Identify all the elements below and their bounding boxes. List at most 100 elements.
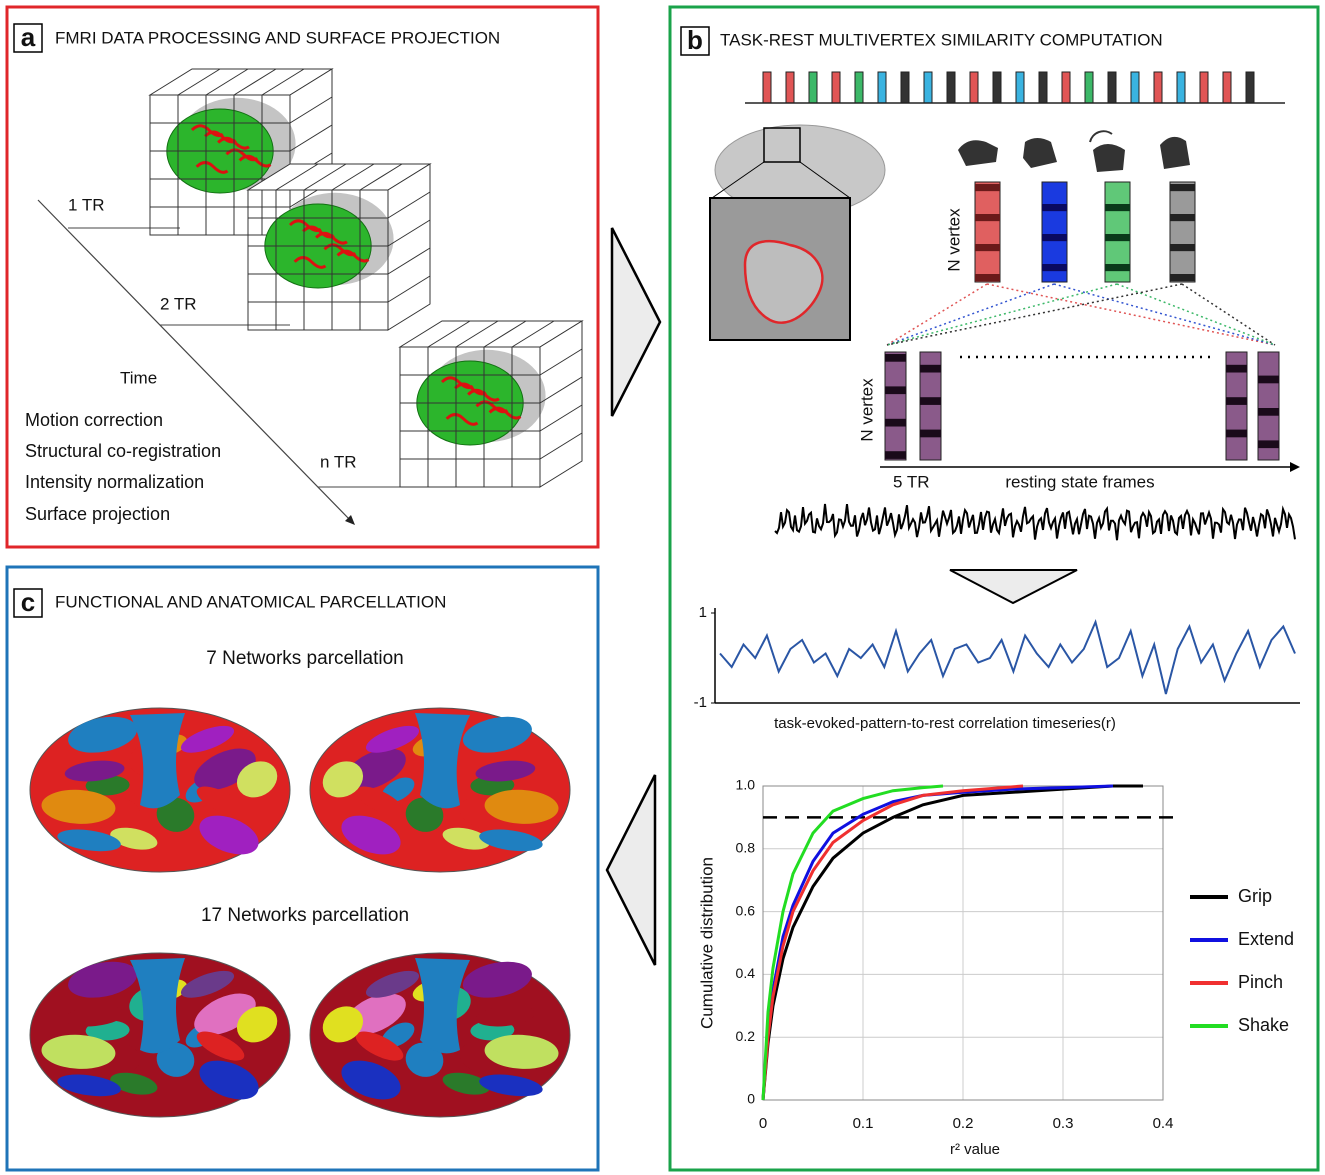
pattern-stripe bbox=[1042, 234, 1067, 241]
panel-title: FMRI DATA PROCESSING AND SURFACE PROJECT… bbox=[55, 28, 500, 47]
panel-title: FUNCTIONAL AND ANATOMICAL PARCELLATION bbox=[55, 592, 446, 611]
step: Motion correction bbox=[25, 410, 163, 430]
panel-title: TASK-REST MULTIVERTEX SIMILARITY COMPUTA… bbox=[720, 30, 1163, 49]
correlation-line bbox=[720, 622, 1295, 694]
pattern-stripe bbox=[975, 274, 1000, 281]
hand-icon bbox=[958, 140, 998, 166]
link bbox=[887, 284, 987, 345]
y-tick-label: 0.6 bbox=[736, 902, 756, 918]
task-pulse bbox=[878, 72, 886, 103]
arrow-right bbox=[612, 228, 660, 416]
y-tick-label: 1 bbox=[699, 604, 707, 621]
link bbox=[887, 284, 1117, 345]
time-label: Time bbox=[120, 368, 157, 387]
link bbox=[887, 284, 1182, 345]
frames-label: resting state frames bbox=[1005, 472, 1154, 491]
task-pulse bbox=[947, 72, 955, 103]
step: Intensity normalization bbox=[25, 472, 204, 492]
figure: a FMRI DATA PROCESSING AND SURFACE PROJE… bbox=[0, 0, 1325, 1175]
vertex-label: N vertex bbox=[944, 208, 963, 272]
x-tick-label: 0.1 bbox=[853, 1115, 874, 1132]
pattern-bar bbox=[885, 352, 906, 460]
pattern-stripe bbox=[885, 451, 906, 459]
charts: -11task-evoked-pattern-to-rest correlati… bbox=[694, 604, 1300, 1158]
y-tick-label: 0.4 bbox=[736, 965, 756, 981]
task-pulse bbox=[1085, 72, 1093, 103]
task-pulse bbox=[1039, 72, 1047, 103]
pattern-stripe bbox=[1170, 274, 1195, 281]
task-pulse bbox=[1016, 72, 1024, 103]
panel-letter: a bbox=[21, 22, 36, 52]
pattern-stripe bbox=[1226, 365, 1247, 373]
pattern-stripe bbox=[975, 214, 1000, 221]
task-pulse bbox=[1062, 72, 1070, 103]
task-pulse bbox=[1131, 72, 1139, 103]
pattern-stripe bbox=[885, 419, 906, 427]
hand-icons bbox=[958, 131, 1190, 172]
rotation-arrow bbox=[1090, 131, 1112, 142]
window-label: 5 TR bbox=[893, 472, 930, 491]
pattern-stripe bbox=[920, 365, 941, 373]
y-tick-label: 0.8 bbox=[736, 840, 756, 856]
y-tick-label: 1.0 bbox=[736, 777, 756, 793]
pattern-stripe bbox=[920, 430, 941, 438]
x-tick-label: 0.3 bbox=[1053, 1115, 1074, 1132]
task-pulse bbox=[1108, 72, 1116, 103]
pattern-stripe bbox=[975, 244, 1000, 251]
cdf-line bbox=[763, 786, 1113, 1100]
frame-label: 2 TR bbox=[160, 294, 197, 313]
frames-arrowhead bbox=[1290, 462, 1300, 472]
task-design bbox=[745, 72, 1285, 103]
task-pulse bbox=[786, 72, 794, 103]
pattern-stripe bbox=[885, 354, 906, 362]
x-axis-label: r² value bbox=[950, 1141, 1000, 1158]
y-tick-label: 0.2 bbox=[736, 1028, 756, 1044]
task-pulse bbox=[993, 72, 1001, 103]
x-axis-label: task-evoked-pattern-to-rest correlation … bbox=[774, 715, 1116, 732]
pattern-stripe bbox=[920, 397, 941, 405]
task-pulse bbox=[924, 72, 932, 103]
task-pulse bbox=[1223, 72, 1231, 103]
pattern-stripe bbox=[1105, 264, 1130, 271]
pattern-stripe bbox=[975, 184, 1000, 191]
cube-side bbox=[540, 321, 582, 487]
panel-letter: b bbox=[687, 25, 703, 55]
hand-icon bbox=[1093, 144, 1125, 172]
rest-timeseries bbox=[775, 504, 1295, 540]
pattern-stripe bbox=[1170, 244, 1195, 251]
legend-label: Pinch bbox=[1238, 972, 1283, 992]
task-pulse bbox=[1177, 72, 1185, 103]
link bbox=[1054, 284, 1275, 345]
legend-label: Extend bbox=[1238, 929, 1294, 949]
link bbox=[1182, 284, 1275, 345]
frame-label: n TR bbox=[320, 452, 357, 471]
cdf-line bbox=[763, 786, 943, 1100]
pattern-bar bbox=[975, 182, 1000, 282]
link bbox=[887, 284, 1054, 345]
task-pulse bbox=[901, 72, 909, 103]
x-tick-label: 0.4 bbox=[1153, 1115, 1174, 1132]
pattern-bar bbox=[1170, 182, 1195, 282]
task-pulse bbox=[970, 72, 978, 103]
pattern-stripe bbox=[1170, 184, 1195, 191]
task-pulse bbox=[832, 72, 840, 103]
volume-frames bbox=[150, 69, 582, 487]
legend-label: Shake bbox=[1238, 1015, 1289, 1035]
pattern-stripe bbox=[1258, 376, 1279, 384]
hand-icon bbox=[1023, 138, 1057, 168]
legend-label: Grip bbox=[1238, 886, 1272, 906]
vertex-label: N vertex bbox=[857, 378, 876, 442]
cdf-line bbox=[763, 786, 1023, 1100]
pattern-stripe bbox=[1226, 397, 1247, 405]
task-pulse bbox=[1246, 72, 1254, 103]
task-pulse bbox=[1200, 72, 1208, 103]
arrow-left bbox=[607, 775, 655, 965]
panel-letter: c bbox=[21, 587, 35, 617]
pattern-stripe bbox=[1258, 408, 1279, 416]
pattern-stripe bbox=[1170, 214, 1195, 221]
hand-icon bbox=[1160, 137, 1190, 169]
cube-side bbox=[388, 164, 430, 330]
x-tick-label: 0.2 bbox=[953, 1115, 974, 1132]
pattern-stripe bbox=[1042, 264, 1067, 271]
pattern-stripe bbox=[1042, 204, 1067, 211]
